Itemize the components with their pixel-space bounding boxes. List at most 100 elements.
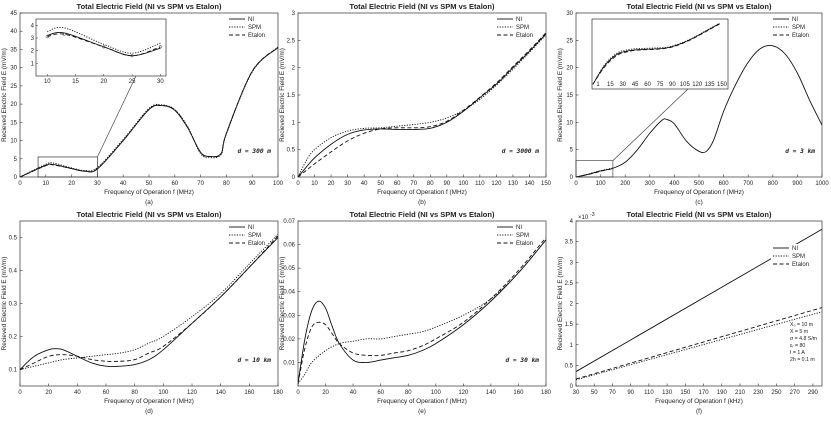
y-tick-label: 20: [10, 102, 17, 108]
inset-marker: [102, 45, 106, 49]
x-tick-label: 400: [669, 181, 680, 187]
panel-caption: (a): [145, 199, 153, 206]
x-tick-label: 100: [273, 181, 284, 187]
inset-x-tick-label: 150: [717, 82, 728, 88]
x-tick-label: 300: [645, 181, 656, 187]
inset-x-tick-label: 120: [692, 82, 703, 88]
series-line-etalon: [576, 307, 822, 380]
y-axis-label: Recieved Electric Field E (mV/m): [279, 48, 286, 142]
y-tick-label: 30: [566, 11, 573, 17]
x-axis-label: Frequency of Operation f (kHz): [655, 398, 743, 405]
y-tick-label: 2.5: [565, 281, 574, 287]
series-line-ni: [298, 239, 546, 384]
panel-caption: (d): [145, 408, 153, 415]
panel-e: Total Electric Field (NI vs SPM vs Etalo…: [279, 210, 552, 415]
parameter-note: I = 1 A: [790, 350, 805, 356]
distance-label: d = 300 m: [237, 148, 271, 155]
x-tick-label: 80: [223, 181, 230, 187]
y-tick-label: 35: [10, 47, 17, 53]
x-tick-label: 140: [216, 390, 227, 396]
y-tick-label: 0.5: [9, 236, 18, 242]
legend: NI SPM Etalon: [771, 244, 817, 270]
panel-caption: (e): [418, 408, 426, 415]
panel-a: Total Electric Field (NI vs SPM vs Etalo…: [1, 2, 284, 206]
distance-label: d = 3000 m: [502, 148, 540, 155]
x-tick-label: 1000: [815, 181, 829, 187]
x-tick-label: 70: [197, 181, 204, 187]
panel-d: Total Electric Field (NI vs SPM vs Etalo…: [1, 210, 284, 415]
panel-c: Total Electric Field (NI vs SPM vs Etalo…: [557, 2, 829, 206]
y-tick-label: 45: [10, 11, 17, 17]
y-tick-label: 0: [292, 175, 296, 181]
y-tick-label: 0.2: [9, 335, 18, 341]
x-tick-label: 40: [361, 181, 368, 187]
distance-label: d = 30 km: [505, 357, 539, 364]
inset-x-tick-label: 90: [669, 82, 676, 88]
legend-label: NI: [248, 17, 254, 23]
y-tick-label: 4: [570, 219, 574, 225]
legend-label: SPM: [516, 25, 529, 31]
parameter-note: εᵣ = 80: [790, 343, 805, 349]
x-tick-label: 30: [94, 181, 101, 187]
y-tick-label: 3.5: [565, 240, 574, 246]
x-tick-label: 0: [296, 181, 300, 187]
x-tick-label: 90: [249, 181, 256, 187]
inset-c: 1 15 30 45 60 75 90 105 120 135 150: [575, 18, 729, 178]
x-axis-label: Frequency of Operation f (MHz): [104, 189, 194, 196]
y-tick-label: 10: [566, 120, 573, 126]
inset-x-tick-label: 30: [619, 82, 626, 88]
series-line-etalon: [298, 237, 546, 384]
x-tick-label: 180: [273, 390, 284, 396]
x-tick-label: 20: [45, 390, 52, 396]
inset-frame: [35, 18, 167, 77]
x-tick-label: 210: [735, 390, 746, 396]
y-tick-label: 20: [566, 66, 573, 72]
parameter-note: 2h = 0.1 m: [790, 357, 815, 363]
legend: NI SPM Etalon: [773, 17, 809, 39]
inset-x-tick-label: 105: [680, 82, 691, 88]
y-tick-label: 0.4: [9, 269, 18, 275]
y-tick-label: 0.06: [283, 243, 295, 249]
series-line-spm: [20, 46, 278, 177]
inset-line-etalon: [592, 23, 720, 85]
chart-title: Total Electric Field (NI vs SPM vs Etalo…: [627, 2, 772, 11]
chart-title: Total Electric Field (NI vs SPM vs Etalo…: [350, 2, 495, 11]
x-tick-label: 50: [377, 181, 384, 187]
x-axis-label: Frequency of Operation f (MHz): [104, 398, 194, 405]
x-tick-label: 50: [146, 181, 153, 187]
y-tick-label: 0.1: [9, 368, 18, 374]
parameter-note: X = 5 m: [790, 329, 808, 335]
y-tick-label: 1: [292, 120, 296, 126]
x-tick-label: 40: [350, 390, 357, 396]
x-tick-label: 10: [311, 181, 318, 187]
y-tick-label: 0.04: [283, 290, 295, 296]
panel-caption: (c): [695, 199, 702, 206]
series-line-ni: [20, 237, 278, 370]
x-tick-label: 700: [743, 181, 754, 187]
y-tick-label: 10: [10, 139, 17, 145]
x-tick-label: 290: [808, 390, 819, 396]
y-exponent-power: -3: [590, 212, 595, 218]
x-tick-label: 130: [662, 390, 673, 396]
y-tick-label: 25: [566, 38, 573, 44]
zoom-connector: [97, 75, 137, 158]
series-line-spm: [20, 233, 278, 370]
inset-y-tick-label: 1: [31, 61, 35, 67]
x-tick-label: 30: [344, 181, 351, 187]
x-tick-label: 100: [158, 390, 169, 396]
legend: NI SPM Etalon: [497, 225, 533, 247]
inset-line-spm: [47, 26, 161, 54]
legend-label: SPM: [248, 25, 261, 31]
panel-f-notes: ×10 -3 X₀ = 10 mX = 5 mσ = 4.8 S/mεᵣ = 80I…: [578, 212, 817, 363]
inset-marker: [45, 35, 49, 39]
legend: NI SPM Etalon: [229, 17, 265, 39]
y-tick-label: 0: [14, 175, 18, 181]
x-axis-label: Frequency of Operation f (MHz): [377, 398, 467, 405]
legend-label: SPM: [792, 25, 805, 31]
y-tick-label: 0.5: [287, 148, 296, 154]
inset-x-tick-label: 45: [632, 82, 639, 88]
chart-title: Total Electric Field (NI vs SPM vs Etalo…: [77, 2, 222, 11]
x-tick-label: 120: [491, 181, 502, 187]
x-tick-label: 60: [171, 181, 178, 187]
